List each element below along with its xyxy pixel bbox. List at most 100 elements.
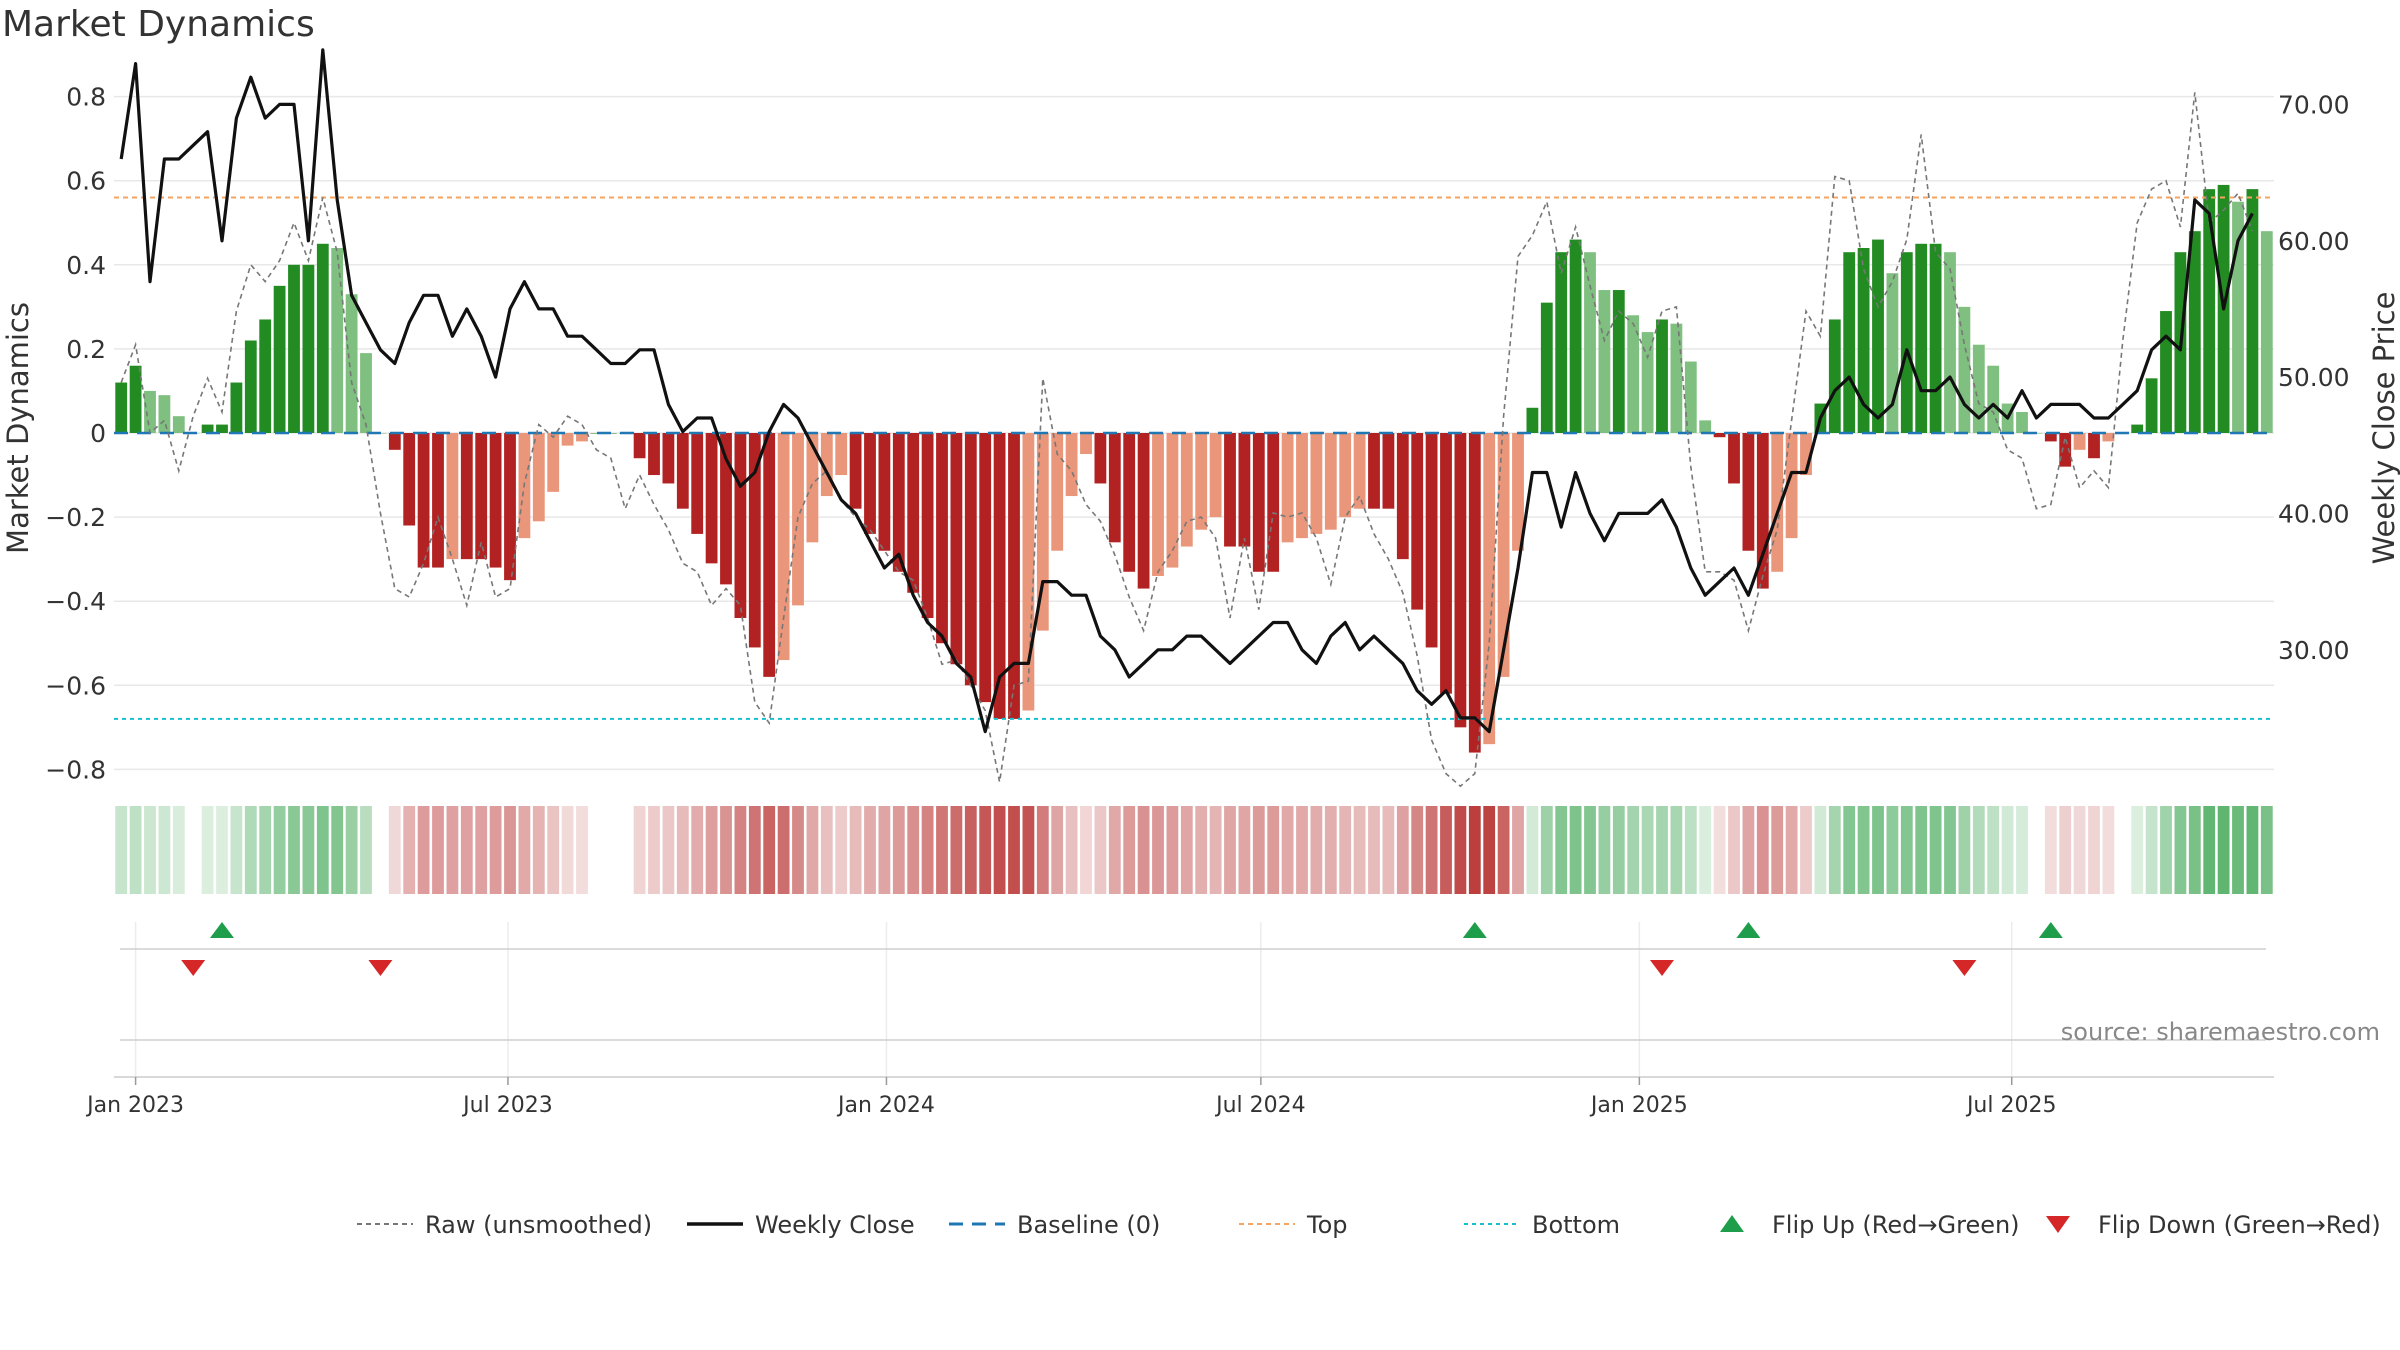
dynamics-bar xyxy=(892,433,905,572)
regime-cell xyxy=(1296,806,1308,894)
regime-cell xyxy=(417,806,430,894)
regime-cell xyxy=(1828,806,1841,894)
regime-cell xyxy=(1512,806,1524,894)
y-axis-label: Market Dynamics xyxy=(1,302,35,554)
regime-cell xyxy=(460,806,473,894)
regime-cell xyxy=(518,806,531,894)
dynamics-bar xyxy=(993,433,1006,719)
dynamics-bar xyxy=(1857,247,1870,433)
flip-down-marker xyxy=(181,960,206,976)
regime-cell xyxy=(144,806,156,894)
dynamics-bar xyxy=(1224,433,1236,547)
dynamics-bar xyxy=(158,395,171,433)
dynamics-bar xyxy=(561,433,574,446)
dynamics-bar xyxy=(1742,433,1755,551)
dynamics-bar xyxy=(1281,433,1294,543)
legend-item-flip_down: Flip Down (Green→Red) xyxy=(2046,1211,2381,1239)
regime-cell xyxy=(230,806,243,894)
raw-series-line xyxy=(120,92,2254,788)
reference-lines xyxy=(114,196,2274,720)
dynamics-bar xyxy=(676,433,689,509)
y2-tick-label: 50.00 xyxy=(2278,363,2350,392)
dynamics-bar xyxy=(1324,433,1337,530)
legend-label: Top xyxy=(1306,1211,1348,1239)
regime-cell xyxy=(129,806,142,894)
dynamics-bar xyxy=(1252,433,1265,572)
dynamics-bar xyxy=(1929,243,1942,433)
legend-item-baseline: Baseline (0) xyxy=(949,1211,1160,1239)
regime-cell xyxy=(1065,806,1078,894)
regime-cell xyxy=(691,806,704,894)
regime-cell xyxy=(158,806,171,894)
x-axis: Jan 2023 Jul 2023 Jan 2024 Jul 2024 Jan 2025… xyxy=(85,1076,2274,1118)
regime-cell xyxy=(1497,806,1510,894)
dynamics-bar xyxy=(849,433,862,509)
regime-cell xyxy=(1886,806,1899,894)
regime-cell xyxy=(1857,806,1870,894)
regime-cell xyxy=(2073,806,2086,894)
regime-cell xyxy=(201,806,214,894)
x-tick-label: Jul 2023 xyxy=(461,1093,553,1118)
regime-cell xyxy=(820,806,833,894)
regime-strip xyxy=(115,806,2273,894)
dynamics-bar xyxy=(1180,433,1193,547)
dynamics-bar xyxy=(1108,433,1121,543)
y2-axis-label: Weekly Close Price xyxy=(2367,292,2400,565)
regime-cell xyxy=(1526,806,1539,894)
dynamics-bar xyxy=(1396,433,1409,560)
regime-cell xyxy=(1324,806,1337,894)
flip-up-marker xyxy=(2038,922,2063,938)
regime-cell xyxy=(964,806,977,894)
regime-cell xyxy=(1929,806,1942,894)
dynamics-bar xyxy=(2016,411,2028,433)
regime-cell xyxy=(1195,806,1208,894)
dynamics-bar xyxy=(864,433,876,534)
regime-cell xyxy=(302,806,315,894)
dynamics-bar xyxy=(2088,433,2100,459)
regime-cell xyxy=(532,806,545,894)
regime-cell xyxy=(993,806,1006,894)
series-lines xyxy=(119,48,2254,788)
regime-cell xyxy=(1598,806,1611,894)
regime-cell xyxy=(1339,806,1352,894)
weekly-close-line xyxy=(119,48,2254,734)
flip-down-marker xyxy=(1952,960,1977,976)
regime-cell xyxy=(2260,806,2273,894)
regime-cell xyxy=(2016,806,2028,894)
dynamics-bar xyxy=(734,433,747,619)
dynamics-bar xyxy=(302,264,315,433)
x-tick-label: Jul 2024 xyxy=(1214,1093,1306,1118)
regime-cell xyxy=(1353,806,1366,894)
regime-cell xyxy=(1742,806,1755,894)
regime-cell xyxy=(273,806,286,894)
dynamics-bar xyxy=(907,433,920,593)
dynamics-bar xyxy=(1166,433,1179,568)
regime-cell xyxy=(2188,806,2201,894)
regime-cell xyxy=(446,806,459,894)
dynamics-bar xyxy=(115,382,128,433)
dynamics-bar xyxy=(1627,315,1640,433)
dynamics-bar xyxy=(964,433,977,686)
regime-cell xyxy=(1094,806,1107,894)
dynamics-bar xyxy=(1454,433,1467,728)
regime-cell xyxy=(1915,806,1928,894)
regime-cell xyxy=(1713,806,1726,894)
regime-cell xyxy=(1209,806,1222,894)
x-tick-label: Jan 2025 xyxy=(1589,1093,1688,1118)
legend-label: Weekly Close xyxy=(755,1211,915,1239)
regime-cell xyxy=(1900,806,1913,894)
regime-cell xyxy=(1771,806,1784,894)
regime-cell xyxy=(705,806,718,894)
regime-cell xyxy=(1555,806,1568,894)
regime-cell xyxy=(936,806,948,894)
regime-cell xyxy=(1699,806,1712,894)
regime-cell xyxy=(878,806,891,894)
regime-cell xyxy=(2131,806,2144,894)
dynamics-bar xyxy=(748,433,761,648)
dynamics-bar xyxy=(2073,433,2086,450)
y-tick-label: −0.6 xyxy=(45,671,106,700)
regime-cell xyxy=(2059,806,2072,894)
dynamics-bar xyxy=(1886,273,1899,433)
regime-cell xyxy=(1224,806,1236,894)
dynamics-bar xyxy=(2131,424,2144,433)
